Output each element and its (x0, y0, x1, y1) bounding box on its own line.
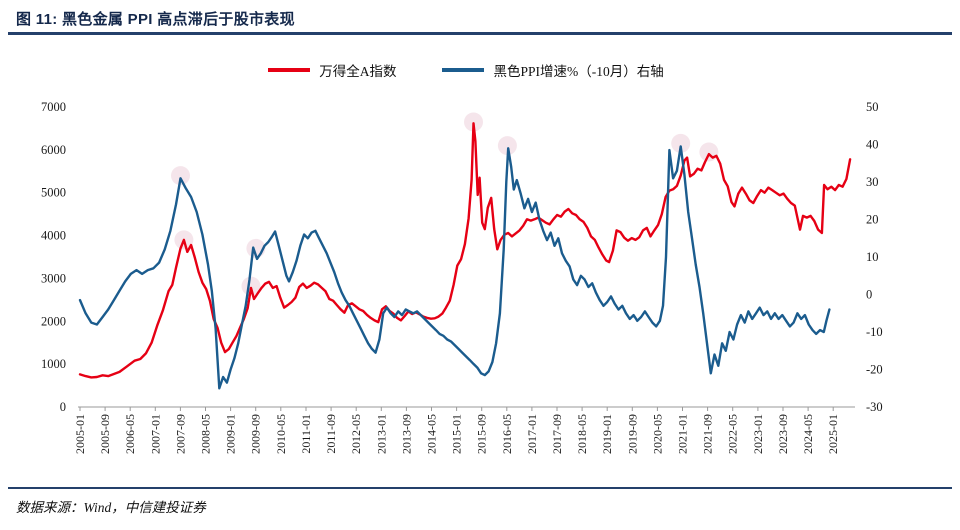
data-source: 数据来源：Wind，中信建投证券 (16, 500, 206, 515)
x-axis-tick-label: 2007-01 (148, 414, 162, 454)
legend-item-ppi-growth: 黑色PPI增速%（-10月）右轴 (442, 60, 664, 80)
peak-highlight-marker (497, 136, 517, 156)
peak-highlight-marker (699, 142, 719, 162)
left-axis-tick-label: 0 (60, 400, 66, 414)
x-axis-tick-label: 2021-01 (676, 414, 690, 454)
x-axis-tick-label: 2013-01 (374, 414, 388, 454)
x-axis-tick-label: 2011-09 (324, 414, 338, 454)
series-ppi-growth-line (78, 145, 831, 390)
chart-legend: 万得全A指数 黑色PPI增速%（-10月）右轴 (80, 60, 852, 80)
peak-highlight-marker (464, 112, 483, 132)
x-axis-tick-label: 2021-09 (701, 414, 715, 454)
x-axis-tick-label: 2014-05 (425, 414, 439, 454)
left-axis-tick-label: 4000 (41, 229, 66, 243)
right-axis-tick-label: 20 (866, 213, 879, 227)
legend-label-ppi-growth: 黑色PPI增速%（-10月）右轴 (493, 64, 664, 79)
x-axis-tick-label: 2008-05 (199, 414, 213, 454)
legend-label-stock-index: 万得全A指数 (319, 64, 397, 79)
left-axis-tick-label: 1000 (41, 357, 66, 371)
x-axis-tick-label: 2023-01 (751, 414, 765, 454)
legend-item-stock-index: 万得全A指数 (268, 60, 396, 80)
x-axis-tick-label: 2017-09 (550, 414, 564, 454)
left-axis-tick-label: 3000 (41, 271, 66, 285)
right-axis-tick-label: -30 (866, 400, 883, 414)
x-axis-tick-label: 2015-01 (450, 414, 464, 454)
x-axis-tick-label: 2013-09 (399, 414, 413, 454)
right-axis-tick-label: 30 (866, 175, 879, 189)
title-divider (8, 32, 952, 35)
blue-line-swatch-icon (442, 68, 485, 72)
left-axis-tick-label: 5000 (41, 186, 66, 200)
right-axis-tick-label: 50 (866, 100, 879, 114)
figure-title: 图 11: 黑色金属 PPI 高点滞后于股市表现 (16, 11, 295, 28)
peak-highlight-marker (241, 276, 261, 296)
x-axis-tick-label: 2017-01 (525, 414, 539, 454)
x-axis-tick-label: 2018-05 (575, 414, 589, 454)
right-axis-tick-label: -20 (866, 363, 883, 377)
left-axis-tick-label: 6000 (41, 143, 66, 157)
peak-highlight-marker (171, 166, 190, 186)
x-axis-tick-label: 2020-05 (650, 414, 664, 454)
x-axis-tick-label: 2019-01 (600, 414, 614, 454)
x-axis-tick-label: 2015-09 (475, 414, 489, 454)
x-axis-tick-label: 2005-09 (98, 414, 112, 454)
x-axis-tick-label: 2010-05 (274, 414, 288, 454)
left-axis-tick-label: 7000 (41, 100, 66, 114)
left-axis-tick-label: 2000 (41, 314, 66, 328)
x-axis-tick-label: 2007-09 (173, 414, 187, 454)
right-axis-tick-label: 0 (866, 288, 872, 302)
x-axis-tick-label: 2022-05 (726, 414, 740, 454)
x-axis-tick-label: 2011-01 (299, 414, 313, 454)
peak-highlight-marker (671, 133, 691, 153)
x-axis-tick-label: 2009-01 (224, 414, 238, 454)
right-axis-tick-label: 10 (866, 250, 879, 264)
x-axis-tick-label: 2025-01 (826, 414, 840, 454)
x-axis-tick-label: 2012-05 (349, 414, 363, 454)
x-axis-tick-label: 2019-09 (625, 414, 639, 454)
footer-divider (8, 487, 952, 489)
x-axis-tick-label: 2005-01 (73, 414, 87, 454)
series-stock-index-line (78, 122, 852, 379)
right-axis-tick-label: -10 (866, 325, 883, 339)
red-line-swatch-icon (268, 68, 311, 72)
x-axis-tick-label: 2024-05 (801, 414, 815, 454)
right-axis-tick-label: 40 (866, 138, 879, 152)
x-axis-tick-label: 2023-09 (776, 414, 790, 454)
x-axis-tick-label: 2009-09 (249, 414, 263, 454)
line-chart: 2005-01 2005-09 2006-05 2007-01 2007-09 2008-… (41, 100, 883, 454)
x-axis-tick-label: 2016-05 (500, 414, 514, 454)
x-axis-tick-label: 2006-05 (123, 414, 137, 454)
